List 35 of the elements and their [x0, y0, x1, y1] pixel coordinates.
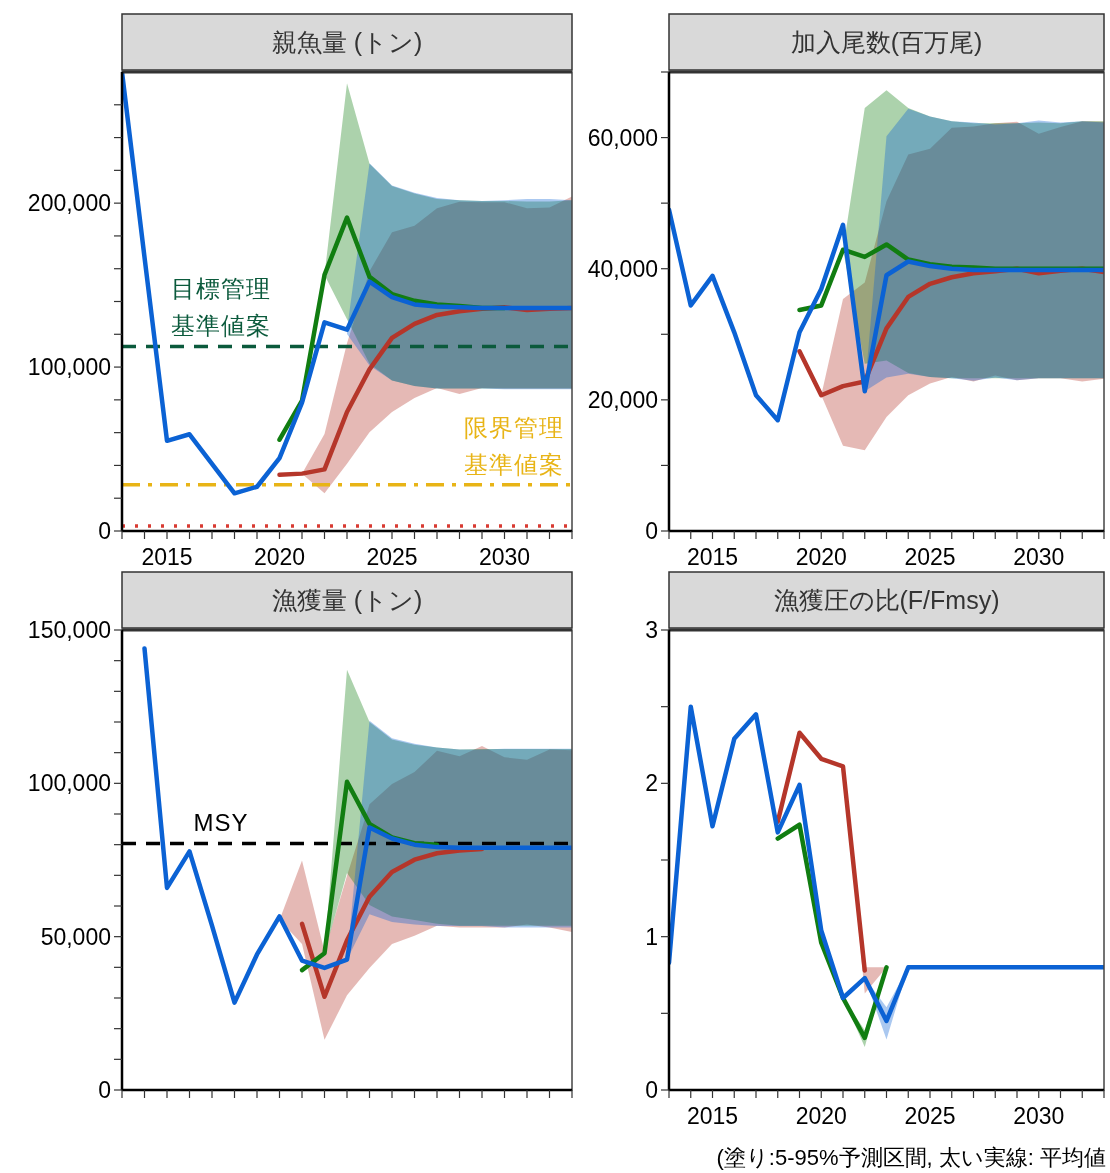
y-tick-label: 150,000 — [27, 617, 111, 643]
y-tick-label: 2 — [645, 770, 658, 797]
ref-line-label: MSY — [193, 809, 249, 837]
y-tick-label: 100,000 — [27, 354, 111, 381]
chart-title: 漁獲圧の比(F/Fmsy) — [773, 586, 1000, 614]
x-tick-label: 2020 — [253, 544, 306, 570]
y-tick-label: 0 — [645, 1077, 658, 1103]
y-tick-label: 0 — [645, 518, 658, 544]
x-tick-label: 2030 — [1013, 1103, 1065, 1129]
y-tick-label: 1 — [645, 923, 658, 950]
y-tick-label: 40,000 — [587, 255, 658, 282]
x-tick-label: 2020 — [795, 544, 847, 570]
x-tick-label: 2025 — [904, 544, 956, 570]
x-tick-label: 2020 — [795, 1103, 847, 1129]
y-tick-label: 50,000 — [40, 923, 111, 950]
y-tick-label: 200,000 — [27, 190, 111, 217]
x-tick-label: 2015 — [686, 544, 739, 570]
chart-title: 漁獲量 (トン) — [271, 586, 423, 614]
ref-line-label: 限界管理基準値案 — [463, 413, 564, 478]
chart-title: 加入尾数(百万尾) — [790, 28, 983, 56]
y-tick-label: 0 — [98, 1077, 111, 1103]
x-tick-label: 2025 — [366, 544, 418, 570]
y-tick-label: 60,000 — [587, 124, 658, 151]
x-tick-label: 2030 — [1013, 544, 1065, 570]
ref-line-label: 目標管理基準値案 — [171, 275, 271, 340]
chart-title: 親魚量 (トン) — [271, 28, 423, 56]
text: (塗り:5-95%予測区間, 太い実線: 平均値 — [716, 1145, 1106, 1170]
y-tick-label: 20,000 — [587, 386, 658, 413]
x-tick-label: 2015 — [686, 1103, 739, 1129]
x-tick-label: 2030 — [478, 544, 531, 570]
x-tick-label: 2025 — [904, 1103, 956, 1129]
y-tick-label: 3 — [645, 617, 658, 643]
x-tick-label: 2015 — [141, 544, 193, 570]
y-tick-label: 0 — [98, 518, 111, 544]
y-tick-label: 100,000 — [27, 770, 111, 797]
